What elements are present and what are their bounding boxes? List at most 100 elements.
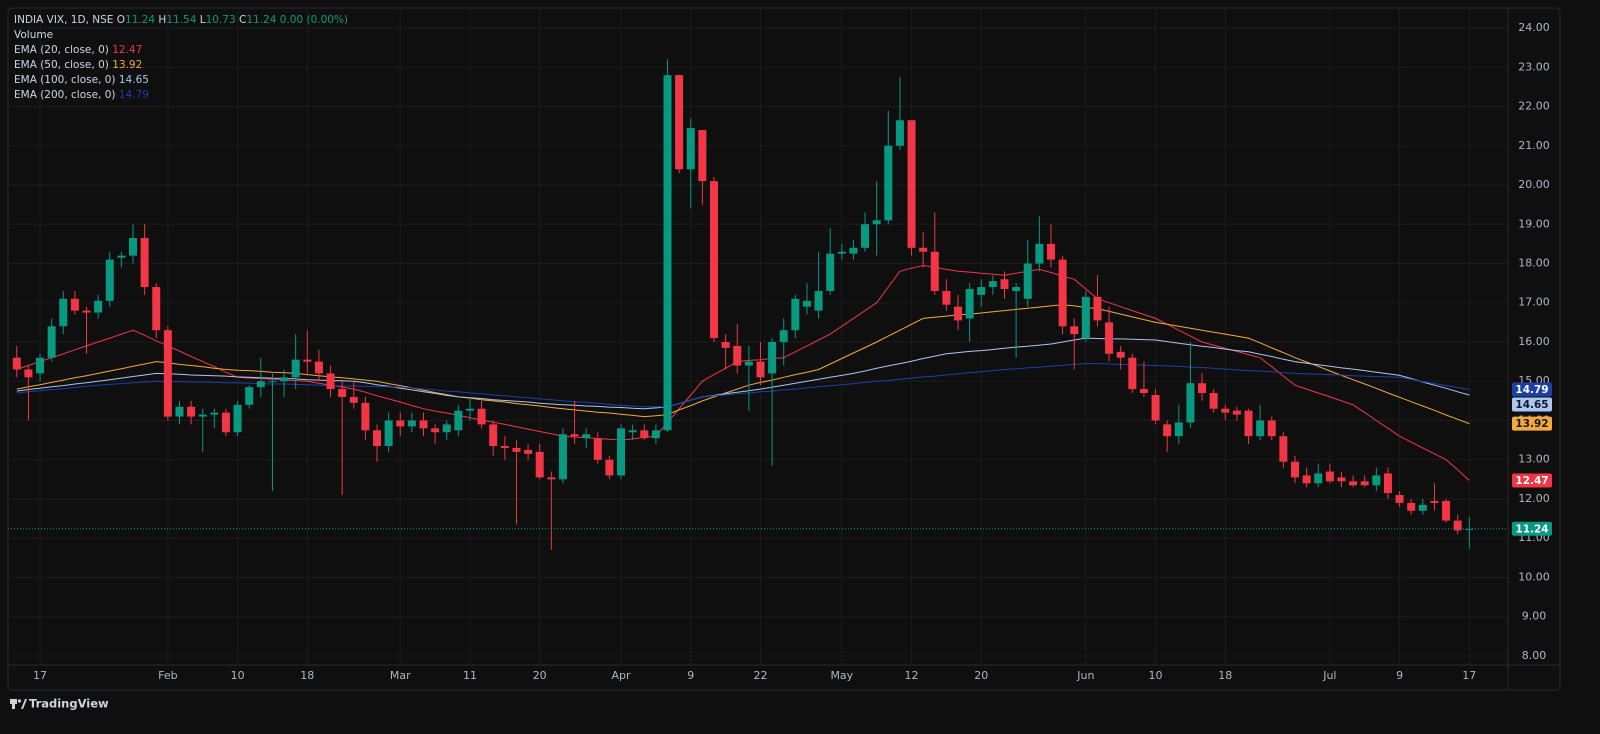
candle-body [117, 255, 126, 258]
candle-body [814, 290, 823, 311]
candle-body [1093, 296, 1102, 321]
candle-body [1151, 394, 1160, 421]
candle-body [791, 298, 800, 331]
candle-body [640, 430, 649, 439]
candle-body [1407, 502, 1416, 511]
x-tick-label: 22 [753, 669, 767, 682]
candle-body [570, 434, 579, 437]
candle-body [152, 287, 161, 331]
x-tick-label: 20 [533, 669, 547, 682]
candle-body [1000, 279, 1009, 290]
candle-body [163, 330, 172, 417]
candle-body [1383, 473, 1392, 494]
ohlc-label: L [199, 14, 206, 26]
ohlc-value: 10.73 [205, 14, 236, 26]
price-badge [1512, 473, 1552, 488]
symbol: INDIA VIX, 1D, NSE [14, 14, 114, 26]
y-tick-label: 21.00 [1518, 139, 1550, 152]
axes: 8.009.0010.0011.0012.0013.0014.0015.0016… [33, 21, 1552, 682]
candle-body [558, 434, 567, 480]
candle-body [582, 434, 591, 439]
legend-value: 12.47 [112, 44, 143, 56]
x-tick-label: 9 [1396, 669, 1403, 682]
candle-body [82, 310, 91, 313]
candle-body [303, 359, 312, 362]
y-tick-label: 9.00 [1522, 610, 1547, 623]
candle-body [349, 396, 358, 403]
candle-body [407, 420, 416, 427]
candle-body [442, 424, 451, 433]
candle-body [651, 430, 660, 439]
candle-body [1070, 326, 1079, 335]
candle-body [1453, 520, 1462, 531]
volume-label: Volume [14, 29, 54, 41]
candle-body [187, 406, 196, 417]
candle-body [1232, 410, 1241, 415]
candle-body [280, 377, 289, 382]
candle-body [221, 412, 230, 433]
x-tick-label: Feb [158, 669, 177, 682]
legend-entry: EMA (100, close, 0) 14.65 [14, 73, 348, 88]
legend-name: EMA (20, close, 0) [14, 44, 109, 56]
candle-body [70, 298, 79, 311]
candle-body [1116, 351, 1125, 358]
candle-body [861, 224, 870, 248]
candle-body [535, 451, 544, 478]
candle-body [210, 412, 219, 415]
price-badge-label: 14.79 [1515, 384, 1548, 396]
candle-body [1186, 383, 1195, 423]
candle-body [1128, 357, 1137, 390]
ohlc-value: 11.24 [125, 14, 156, 26]
y-tick-label: 8.00 [1522, 649, 1547, 662]
candle-body [338, 389, 347, 397]
candle-body [175, 406, 184, 417]
candle-body [698, 130, 707, 182]
x-tick-label: May [830, 669, 853, 682]
y-tick-label: 24.00 [1518, 21, 1550, 34]
candle-body [129, 237, 137, 256]
candle-body [849, 247, 858, 254]
candle-body [1337, 477, 1346, 482]
x-tick-label: Apr [612, 669, 632, 682]
x-tick-label: 18 [300, 669, 314, 682]
candle-body [477, 408, 486, 425]
candle-body [965, 289, 974, 319]
candle-body [12, 357, 21, 370]
brand-name: TradingView [29, 697, 109, 711]
legend-value: 14.65 [118, 74, 149, 86]
candle-body [663, 75, 672, 431]
branding: TradingView [10, 697, 109, 711]
candle-body [710, 181, 718, 339]
candle-body [233, 404, 242, 433]
candle-body [884, 145, 893, 221]
candle-body [1244, 410, 1253, 437]
change: 0.00 (0.00%) [279, 14, 349, 26]
candle-body [1267, 420, 1276, 437]
candle-body [1198, 383, 1207, 394]
x-tick-label: 17 [33, 669, 47, 682]
candle-body [361, 402, 370, 431]
ohlc-label: C [239, 14, 247, 26]
x-tick-label: 11 [463, 669, 477, 682]
ohlc-label: H [158, 14, 167, 26]
x-tick-label: Mar [390, 669, 411, 682]
candle-body [1023, 263, 1032, 299]
candle-body [256, 381, 265, 388]
logo-mark [21, 699, 27, 709]
ohlc-label: O [116, 14, 126, 26]
candle-body [500, 446, 509, 448]
logo-mark [12, 699, 15, 709]
candle-body [547, 477, 556, 480]
candle-body [524, 449, 533, 454]
x-tick-label: 12 [905, 669, 919, 682]
y-tick-label: 20.00 [1518, 178, 1550, 191]
x-tick-label: 20 [974, 669, 988, 682]
x-tick-label: 10 [1149, 669, 1163, 682]
candle-body [24, 369, 33, 378]
candle-body [47, 326, 56, 358]
candle-body [826, 253, 835, 291]
logo-mark [17, 699, 22, 703]
y-tick-label: 12.00 [1518, 492, 1550, 505]
candle-body [1325, 471, 1334, 482]
plot-area [8, 59, 1508, 551]
